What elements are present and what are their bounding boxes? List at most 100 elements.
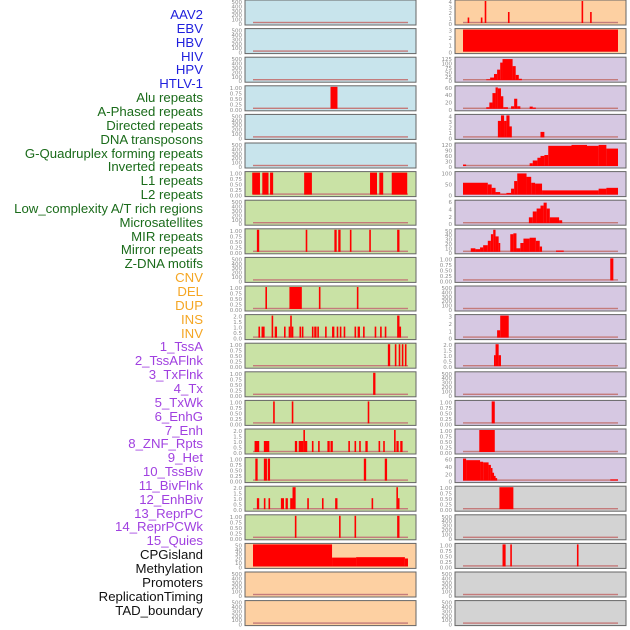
y-tick-label: 40 [445, 465, 452, 471]
y-tick-label: 0.25 [440, 503, 453, 509]
track-label: DUP [175, 297, 203, 313]
data-bar [274, 326, 278, 338]
data-bar [332, 557, 357, 567]
y-tick-label: 1.00 [230, 172, 243, 178]
data-bar [581, 1, 584, 23]
y-tick-label: 0.25 [440, 417, 453, 423]
panel-background [244, 113, 417, 140]
y-tick-label: 500 [232, 114, 243, 120]
y-tick-label: 100 [442, 304, 453, 310]
data-bar [384, 458, 388, 481]
y-tick-label: 50 [235, 543, 242, 549]
data-bar [273, 401, 275, 424]
y-tick-label: 0 [449, 594, 453, 600]
y-tick-label: 200 [442, 528, 453, 534]
y-tick-label: 300 [442, 295, 453, 301]
track-panel: 1.000.750.500.250.00 [230, 285, 417, 314]
y-tick-label: 0.00 [440, 451, 453, 457]
data-bar [301, 326, 304, 338]
data-bar [305, 229, 308, 252]
y-tick-label: 40 [445, 233, 452, 239]
data-bar [556, 250, 564, 252]
data-bar [510, 234, 514, 252]
y-tick-label: 0.25 [230, 531, 243, 537]
data-bar [528, 217, 533, 224]
y-tick-label: 500 [442, 601, 453, 607]
baseline [253, 164, 408, 167]
y-tick-label: 0.75 [440, 406, 453, 412]
data-bar [488, 464, 491, 481]
y-tick-label: 200 [232, 213, 243, 219]
panel-background [454, 256, 627, 283]
data-bar [265, 287, 267, 309]
y-tick-label: 0.50 [230, 411, 243, 417]
data-bar [311, 326, 314, 338]
data-bar [506, 192, 512, 195]
data-bar [387, 344, 391, 367]
y-tick-label: 0.25 [230, 303, 243, 309]
y-tick-label: 100 [232, 161, 243, 167]
data-bar [359, 441, 361, 452]
data-bar [317, 326, 319, 338]
data-bar [526, 176, 532, 195]
data-bar [532, 211, 537, 224]
baseline [463, 622, 618, 624]
y-tick-label: 100 [442, 532, 453, 538]
y-tick-label: 100 [232, 590, 243, 596]
y-tick-label: 1.00 [440, 257, 453, 263]
panel-background [454, 0, 627, 26]
data-bar [495, 87, 498, 109]
data-bar [503, 107, 508, 109]
y-tick-label: 1.5 [443, 349, 452, 355]
data-bar [546, 208, 550, 224]
data-bar [542, 190, 572, 195]
data-bar [520, 243, 524, 252]
y-tick-label: 0.00 [230, 480, 243, 486]
data-bar [298, 441, 304, 452]
track-label: EBV [176, 20, 203, 36]
data-bar [490, 77, 494, 81]
baseline [253, 393, 408, 395]
y-tick-label: 100 [232, 75, 243, 81]
y-tick-label: 10 [445, 246, 452, 252]
y-tick-label: 0.5 [233, 331, 242, 337]
panel-background [244, 314, 417, 341]
track-label: CNV [175, 270, 203, 286]
data-bar [598, 188, 607, 195]
data-bar [267, 458, 271, 481]
y-tick-label: 200 [442, 385, 453, 391]
data-bar [497, 330, 501, 338]
y-tick-label: 25 [445, 75, 452, 81]
y-tick-label: 0.25 [440, 274, 453, 280]
data-bar [394, 430, 396, 452]
y-tick-label: 50 [445, 183, 452, 189]
data-bar [354, 441, 357, 452]
track-label: Alu repeats [136, 90, 203, 106]
data-bar [396, 487, 398, 510]
data-bar [495, 236, 499, 252]
y-tick-label: 0.75 [230, 292, 243, 298]
data-bar [280, 498, 284, 510]
track-label: G-Quadruplex forming repeats [24, 145, 203, 161]
y-tick-label: 300 [232, 9, 243, 15]
data-bar [255, 458, 258, 481]
data-bar [357, 326, 360, 338]
data-bar [571, 144, 587, 166]
y-tick-label: 1 [449, 131, 453, 137]
y-tick-label: 200 [442, 614, 453, 620]
y-tick-label: 200 [232, 42, 243, 48]
y-tick-label: 500 [442, 286, 453, 292]
data-bar [363, 326, 365, 338]
y-tick-label: 400 [442, 605, 453, 611]
data-bar [497, 69, 501, 81]
data-bar [336, 326, 339, 338]
data-bar [500, 96, 504, 109]
data-bar [292, 487, 296, 510]
y-tick-label: 0.25 [440, 560, 453, 566]
y-tick-label: 200 [232, 70, 243, 76]
panel-background [454, 514, 627, 541]
y-tick-label: 400 [442, 376, 453, 382]
y-tick-label: 1.0 [443, 354, 452, 360]
y-tick-label: 100 [442, 172, 453, 178]
